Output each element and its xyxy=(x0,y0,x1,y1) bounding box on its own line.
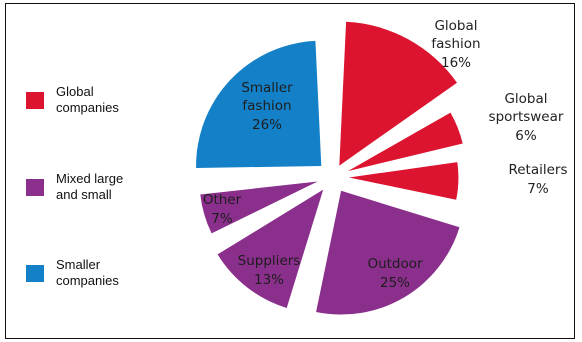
pie-slice-suppliers xyxy=(217,189,324,308)
legend-swatch xyxy=(26,264,44,282)
pie-slice-outdoor xyxy=(316,190,460,315)
pie-chart: Global fashion 16% Global sportswear 6% Retail… xyxy=(196,18,568,315)
slice-name-label: sportswear xyxy=(489,109,564,125)
slice-name-label: Global xyxy=(434,18,477,34)
slice-value-label: 13% xyxy=(254,272,284,288)
legend-label: Global companies xyxy=(56,84,119,115)
legend-item-global-companies: Global companies xyxy=(26,84,119,116)
slice-name-label: Smaller xyxy=(241,80,293,96)
slice-name-label: Other xyxy=(203,192,242,208)
slice-value-label: 25% xyxy=(380,275,410,291)
legend-label: Smaller companies xyxy=(56,257,119,288)
pie-slice-smaller-fashion xyxy=(196,40,322,168)
slice-value-label: 26% xyxy=(252,117,282,133)
slice-value-label: 6% xyxy=(515,128,537,144)
slice-name-label: fashion xyxy=(242,98,291,114)
slice-value-label: 7% xyxy=(211,211,233,227)
slice-name-label: Retailers xyxy=(508,162,567,178)
pie-slice-other xyxy=(200,181,318,234)
pie-slice-global-sportswear xyxy=(347,112,463,172)
legend-item-smaller-companies: Smaller companies xyxy=(26,257,119,289)
legend-item-mixed-large-and-small: Mixed large and small xyxy=(26,171,123,203)
slice-name-label: Global xyxy=(504,91,547,107)
pie-slice-global-fashion xyxy=(339,21,457,166)
slice-name-label: fashion xyxy=(431,36,480,52)
slice-name-label: Outdoor xyxy=(367,256,423,272)
slice-value-label: 16% xyxy=(441,55,471,71)
pie-slice-retailers xyxy=(349,162,459,200)
legend-label: Mixed large and small xyxy=(56,171,124,202)
legend-swatch xyxy=(26,178,44,196)
chart-frame: Global companies Mixed large and small S… xyxy=(5,3,575,339)
legend-swatch xyxy=(26,91,44,109)
slice-value-label: 7% xyxy=(527,181,549,197)
slice-name-label: Suppliers xyxy=(238,253,301,269)
